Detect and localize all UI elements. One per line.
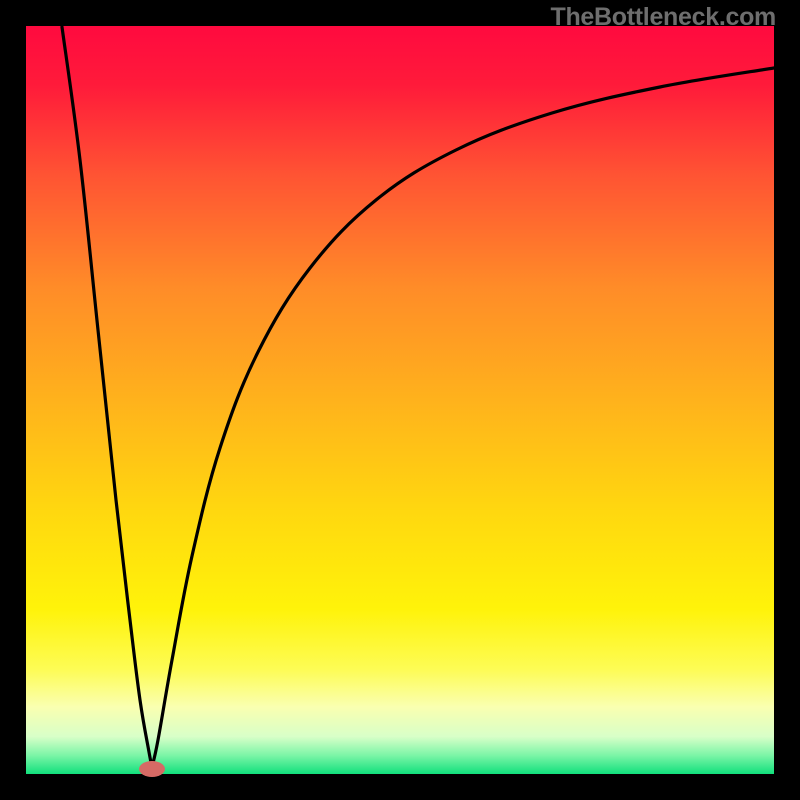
curve-path bbox=[62, 27, 774, 767]
watermark-text: TheBottleneck.com bbox=[550, 3, 776, 32]
cusp-marker bbox=[139, 761, 165, 777]
bottleneck-curve bbox=[0, 0, 800, 800]
chart-container: TheBottleneck.com bbox=[0, 0, 800, 800]
